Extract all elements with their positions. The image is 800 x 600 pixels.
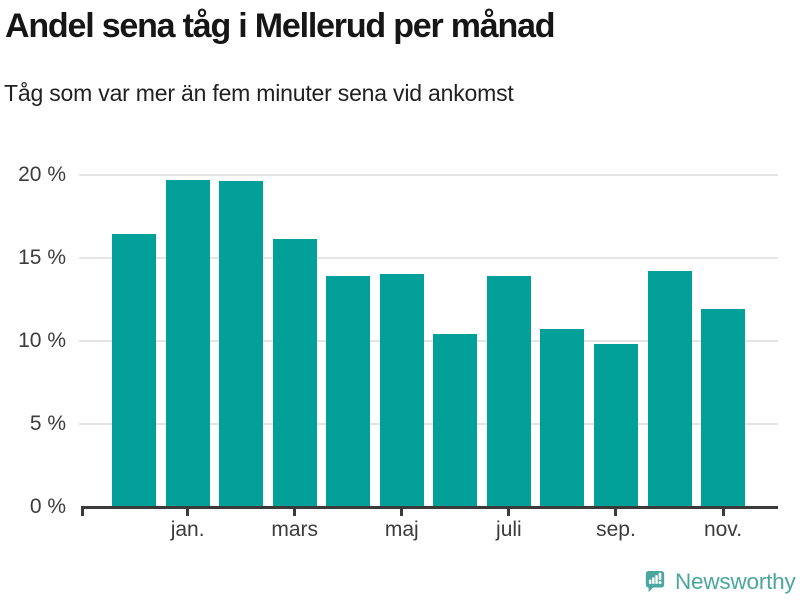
y-axis-label-20: 20 %	[18, 162, 66, 186]
bar-nov	[701, 309, 746, 507]
x-axis-start-tick	[81, 509, 84, 516]
gridline-10	[79, 339, 778, 342]
y-axis-label-10: 10 %	[18, 328, 66, 352]
bar-feb	[219, 181, 264, 507]
x-axis-label-maj: maj	[384, 518, 419, 541]
x-tick-nov	[721, 509, 725, 516]
x-tick-sep	[614, 509, 618, 516]
gridline-20	[79, 173, 778, 176]
x-tick-maj	[400, 509, 404, 516]
brand-footer: Newsworthy	[644, 568, 796, 596]
brand-wordmark: Newsworthy	[675, 569, 796, 594]
bar-maj	[379, 274, 424, 507]
x-axis-label-jan: jan.	[170, 518, 205, 541]
x-axis-label-mars: mars	[271, 518, 319, 541]
x-axis-label-sep: sep.	[596, 518, 636, 541]
chart-title: Andel sena tåg i Mellerud per månad	[5, 7, 556, 45]
x-tick-juli	[507, 509, 511, 516]
y-axis-label-5: 5 %	[29, 411, 66, 435]
bar-juni	[433, 334, 478, 507]
x-tick-jan	[186, 509, 190, 516]
bar-jan	[165, 180, 210, 507]
y-axis-label-15: 15 %	[18, 245, 66, 269]
bar-juli	[486, 276, 531, 507]
bar-mars	[272, 239, 317, 507]
newsworthy-logo-icon	[645, 571, 665, 593]
chart-subtitle: Tåg som var mer än fem minuter sena vid …	[4, 80, 514, 106]
bar-okt	[647, 271, 692, 507]
gridline-5	[79, 422, 778, 425]
bar-aug	[540, 329, 585, 507]
x-axis-label-nov: nov.	[703, 518, 743, 541]
bar-dec	[112, 234, 157, 507]
y-axis-label-0: 0 %	[29, 495, 66, 518]
x-axis-line	[81, 506, 778, 509]
bar-apr	[326, 276, 371, 507]
x-axis-label-juli: juli	[496, 518, 522, 541]
x-tick-mars	[293, 509, 297, 516]
gridline-15	[79, 256, 778, 259]
bar-sep	[593, 344, 638, 507]
